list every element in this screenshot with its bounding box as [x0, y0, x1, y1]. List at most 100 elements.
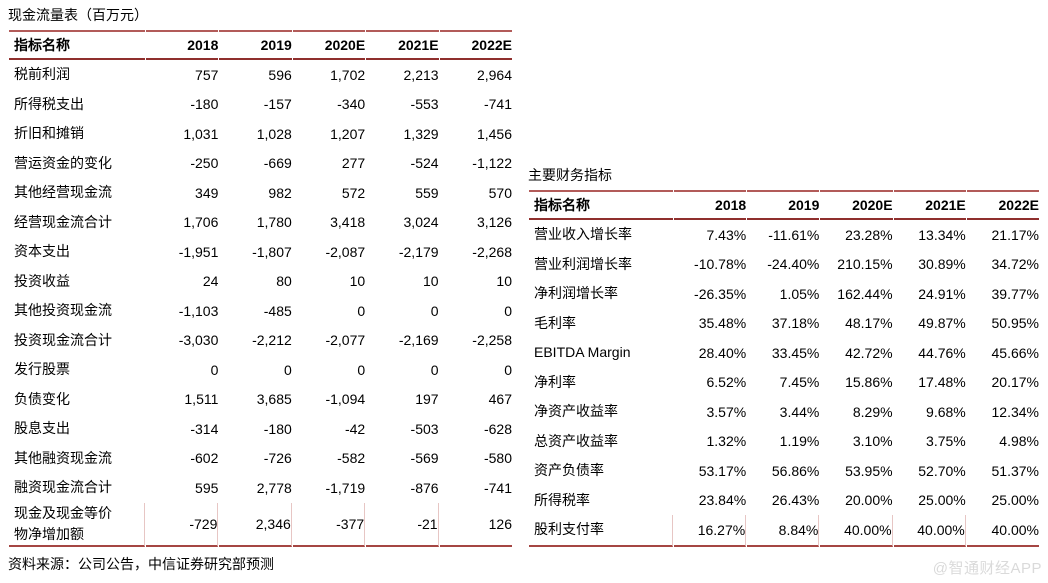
- cell-value: 40.00%: [893, 515, 966, 547]
- column-header: 2018: [674, 190, 747, 220]
- cell-value: -582: [337, 450, 366, 467]
- cell-value: -485: [263, 302, 292, 319]
- cell-value: 572: [341, 184, 366, 201]
- cell-value: -2,179: [398, 243, 439, 260]
- cell-value: 1,702: [330, 66, 366, 83]
- cell-value: 982: [268, 184, 292, 201]
- cell-value: 0: [430, 361, 439, 378]
- row-label: 净利润增长率: [534, 285, 618, 302]
- cell-value: -2,087: [325, 243, 366, 260]
- cell-value: 53.95%: [845, 462, 893, 479]
- cell-value: 34.72%: [991, 256, 1039, 273]
- column-header: 2020E: [820, 190, 893, 220]
- table-row: 融资现金流合计 595 2,778 -1,719 -876 -741: [9, 473, 512, 503]
- cell-value: 7.45%: [779, 374, 820, 391]
- cell-value: -180: [190, 96, 219, 113]
- cell-value: 8.84%: [747, 515, 820, 547]
- row-label: 现金及现金等价 物净增加额: [9, 502, 145, 547]
- row-label: 营运资金的变化: [14, 154, 112, 171]
- cell-value: 26.43%: [771, 492, 820, 509]
- table-row: 所得税率 23.84% 26.43% 20.00% 25.00% 25.00%: [529, 486, 1039, 516]
- cell-value: 40.00%: [820, 515, 893, 547]
- column-header: 指标名称: [9, 30, 145, 60]
- cell-value: -1,719: [325, 479, 366, 496]
- table-row: 营业利润增长率 -10.78% -24.40% 210.15% 30.89% 34.72%: [529, 250, 1039, 280]
- cell-value: -2,077: [325, 332, 366, 349]
- cell-value: -3,030: [178, 332, 219, 349]
- table-row: 现金及现金等价 物净增加额 -729 2,346 -377 -21 126: [9, 502, 512, 547]
- cell-value: 3.57%: [706, 403, 747, 420]
- cell-value: 10: [496, 273, 512, 290]
- cell-value: 23.28%: [845, 226, 893, 243]
- table-row: 资本支出 -1,951 -1,807 -2,087 -2,179 -2,268: [9, 237, 512, 267]
- column-header: 2021E: [893, 190, 966, 220]
- cell-value: 28.40%: [698, 344, 747, 361]
- cell-value: 277: [341, 155, 366, 172]
- cell-value: -26.35%: [694, 285, 747, 302]
- cell-value: 1,329: [403, 125, 439, 142]
- column-header: 2020E: [292, 30, 366, 60]
- row-label: 负债变化: [14, 390, 70, 407]
- row-label: 所得税率: [534, 491, 590, 508]
- cell-value: 37.18%: [771, 315, 820, 332]
- row-label: 其他经营现金流: [14, 184, 112, 201]
- row-label: 投资收益: [14, 272, 70, 289]
- cell-value: 467: [488, 391, 512, 408]
- cell-value: 3.10%: [852, 433, 893, 450]
- source-note: 资料来源：公司公告，中信证券研究部预测: [8, 555, 274, 572]
- cashflow-section: 现金流量表（百万元） 指标名称 2018 2019 2020E 2021E 2022E 税前…: [8, 6, 513, 573]
- cashflow-table-title: 现金流量表（百万元）: [8, 7, 148, 23]
- cell-value: 2,346: [219, 502, 292, 547]
- row-label: 营业收入增长率: [534, 226, 632, 243]
- header-row: 指标名称 2018 2019 2020E 2021E 2022E: [9, 30, 512, 60]
- header-row: 指标名称 2018 2019 2020E 2021E 2022E: [529, 190, 1039, 220]
- cell-value: 3,418: [330, 214, 366, 231]
- cell-value: -2,268: [472, 243, 512, 260]
- table-row: 折旧和摊销 1,031 1,028 1,207 1,329 1,456: [9, 119, 512, 149]
- cell-value: 1,456: [476, 125, 512, 142]
- cell-value: 570: [488, 184, 512, 201]
- row-label: 毛利率: [534, 314, 576, 331]
- cell-value: -180: [263, 420, 292, 437]
- cell-value: -569: [410, 450, 439, 467]
- cell-value: -2,212: [252, 332, 292, 349]
- row-label: 资本支出: [14, 243, 70, 260]
- cell-value: 0: [504, 361, 512, 378]
- cell-value: 349: [195, 184, 219, 201]
- cell-value: 197: [415, 391, 439, 408]
- cell-value: 52.70%: [918, 462, 966, 479]
- table-row: 股利支付率 16.27% 8.84% 40.00% 40.00% 40.00%: [529, 515, 1039, 547]
- financial-indicators-section: 主要财务指标 指标名称 2018 2019 2020E 2021E 2022E 营业收入增长…: [528, 166, 1040, 547]
- cell-value: 39.77%: [991, 285, 1039, 302]
- table-row: 营业收入增长率 7.43% -11.61% 23.28% 13.34% 21.17%: [529, 220, 1039, 250]
- column-header: 2019: [747, 190, 820, 220]
- table-row: 净资产收益率 3.57% 3.44% 8.29% 9.68% 12.34%: [529, 397, 1039, 427]
- cell-value: 3,024: [403, 214, 439, 231]
- cell-value: 42.72%: [845, 344, 893, 361]
- cell-value: -726: [263, 450, 292, 467]
- cell-value: -503: [410, 420, 439, 437]
- table-row: 股息支出 -314 -180 -42 -503 -628: [9, 414, 512, 444]
- cell-value: 23.84%: [698, 492, 747, 509]
- table-row: 所得税支出 -180 -157 -340 -553 -741: [9, 90, 512, 120]
- table-row: EBITDA Margin 28.40% 33.45% 42.72% 44.76% 45.…: [529, 338, 1039, 368]
- cell-value: -250: [190, 155, 219, 172]
- cell-value: -1,122: [472, 155, 512, 172]
- row-label: 所得税支出: [14, 95, 84, 112]
- cell-value: 0: [210, 361, 219, 378]
- cell-value: -340: [337, 96, 366, 113]
- cell-value: 20.00%: [845, 492, 893, 509]
- cell-value: 30.89%: [918, 256, 966, 273]
- cell-value: 45.66%: [991, 344, 1039, 361]
- cell-value: -741: [483, 479, 512, 496]
- cell-value: 21.17%: [991, 226, 1039, 243]
- cell-value: 1.19%: [779, 433, 820, 450]
- cell-value: 0: [357, 361, 366, 378]
- cell-value: 24.91%: [918, 285, 966, 302]
- cell-value: -524: [410, 155, 439, 172]
- table-row: 资产负债率 53.17% 56.86% 53.95% 52.70% 51.37%: [529, 456, 1039, 486]
- cell-value: 210.15%: [837, 256, 893, 273]
- cell-value: -628: [483, 420, 512, 437]
- table-row: 经营现金流合计 1,706 1,780 3,418 3,024 3,126: [9, 208, 512, 238]
- row-label: 股利支付率: [529, 515, 673, 547]
